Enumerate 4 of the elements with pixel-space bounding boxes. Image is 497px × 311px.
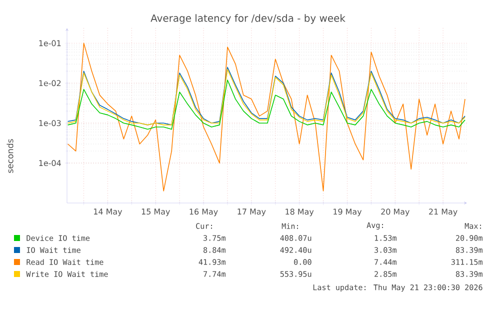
y-axis-title: seconds [6,139,14,173]
line-series [67,42,466,192]
chart-title: Average latency for /dev/sda - by week [150,14,346,24]
line-series [67,80,466,130]
